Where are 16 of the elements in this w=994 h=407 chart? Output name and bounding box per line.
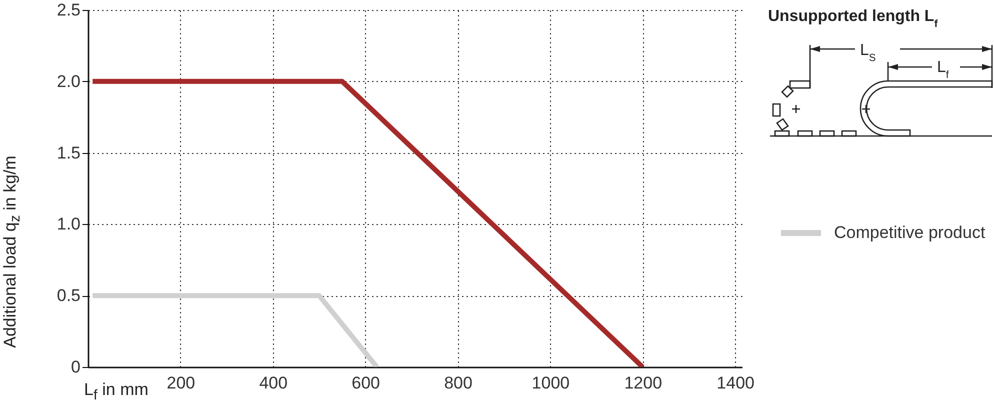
x-tick-label: 1000 [532,374,570,392]
x-tick-label: 400 [259,374,288,392]
x-tick-label: 1200 [624,374,662,392]
legend-label: Competitive product [834,223,986,242]
y-tick-label: 2.0 [56,72,80,91]
y-tick-label: 1.5 [56,143,80,162]
y-tick-label: 1.0 [56,214,80,234]
cable-carrier-diagram: Unsupported length L$_{f}$ L$_{S}$ L$_{f}$ [760,0,994,150]
x-tick-label: 200 [166,374,196,392]
y-tick-label: 0.5 [56,286,80,306]
x-tick-label: 600 [352,374,380,392]
x-tick-label: 1400 [716,374,754,392]
x-axis-title: L$_{f}$ in mm [84,380,148,404]
y-tick-label: 0 [71,358,80,376]
y-tick-label: 2.5 [56,0,80,20]
x-tick-label: 800 [444,374,472,392]
